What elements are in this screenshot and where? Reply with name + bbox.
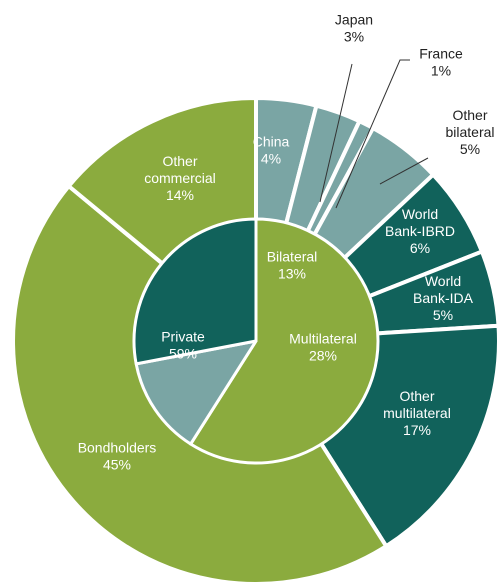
outer-label-japan: Japan 3% <box>335 12 373 45</box>
inner-label-multilateral: Multilateral 28% <box>289 331 357 364</box>
outer-label-france: France 1% <box>419 46 463 79</box>
outer-label-world-bank-ida: World Bank-IDA 5% <box>413 273 474 323</box>
leader-lines <box>319 59 429 209</box>
outer-label-bondholders: Bondholders 45% <box>78 440 157 473</box>
leader-line-other-bilateral <box>379 157 429 185</box>
outer-label-world-bank-ibrd: World Bank-IBRD 6% <box>385 206 455 256</box>
inner-slice-bilateral <box>134 339 258 446</box>
inner-label-private: Private 59% <box>161 329 205 362</box>
inner-ring <box>132 217 380 465</box>
outer-label-other-multilateral: Other multilateral 17% <box>383 388 451 438</box>
slice-labels: Private 59% Bilateral 13% Multilateral 28% Chi… <box>78 12 495 473</box>
outer-label-other-commercial: Other commercial 14% <box>144 153 216 203</box>
outer-label-other-bilateral: Other bilateral 5% <box>445 107 494 157</box>
inner-slice-multilateral <box>132 217 258 366</box>
leader-line-france <box>335 59 410 209</box>
inner-label-bilateral: Bilateral 13% <box>267 249 318 282</box>
outer-label-china: China 4% <box>253 134 290 167</box>
leader-line-japan <box>319 63 353 203</box>
inner-slice-private <box>189 217 380 465</box>
